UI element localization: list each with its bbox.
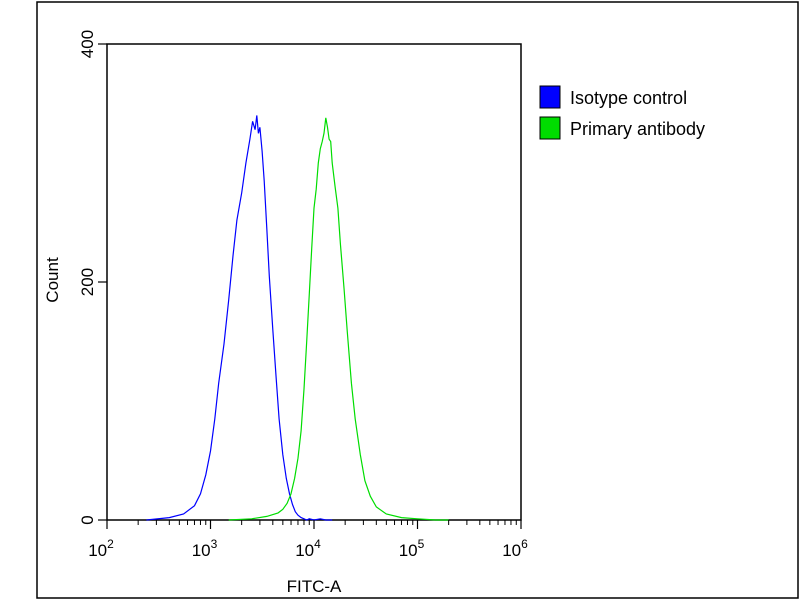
legend-label-isotype-control: Isotype control bbox=[570, 88, 687, 108]
y-axis-label: Count bbox=[43, 257, 62, 303]
legend-label-primary-antibody: Primary antibody bbox=[570, 119, 705, 139]
series-line-isotype-control bbox=[146, 115, 333, 521]
x-tick-label: 103 bbox=[192, 537, 218, 560]
plot-frame bbox=[106, 43, 522, 521]
x-tick-label: 104 bbox=[295, 537, 321, 560]
outer-frame bbox=[36, 1, 799, 599]
y-axis-ticks: 0 200 400 bbox=[78, 30, 107, 525]
x-tick-label: 106 bbox=[502, 537, 528, 560]
legend-swatch-primary-antibody bbox=[539, 116, 561, 140]
legend-swatch-isotype-control bbox=[539, 85, 561, 109]
x-tick-label: 105 bbox=[399, 537, 425, 560]
series-line-primary-antibody bbox=[228, 117, 449, 521]
legend: Isotype control Primary antibody bbox=[539, 85, 705, 140]
y-tick-label: 200 bbox=[78, 268, 97, 296]
y-tick-label: 400 bbox=[78, 30, 97, 58]
x-tick-label: 102 bbox=[88, 537, 114, 560]
x-axis-label: FITC-A bbox=[287, 577, 342, 596]
x-axis-ticks: 102 103 104 105 106 bbox=[88, 520, 528, 560]
y-tick-label: 0 bbox=[78, 515, 97, 524]
